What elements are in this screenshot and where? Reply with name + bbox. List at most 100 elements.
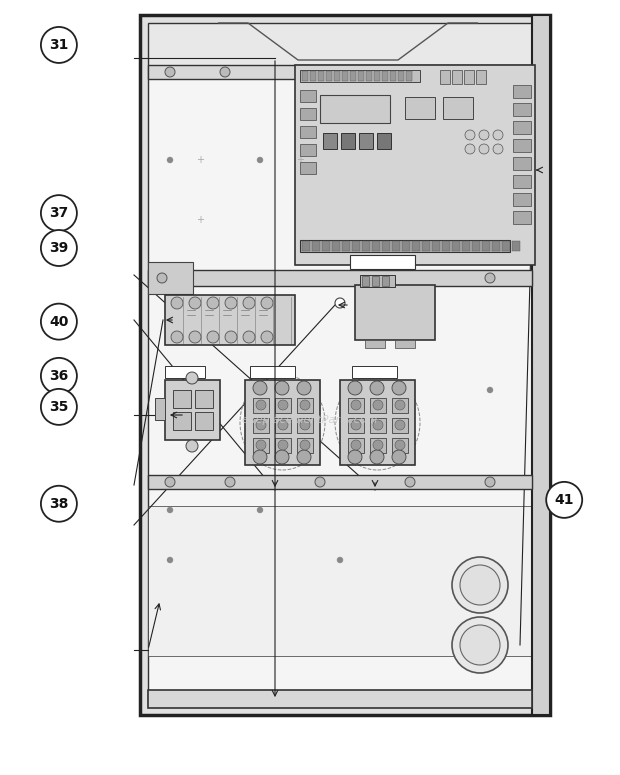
- Circle shape: [465, 130, 475, 140]
- Bar: [297, 418, 313, 433]
- Bar: [360, 275, 395, 287]
- Bar: [340, 380, 415, 465]
- Text: mb: mb: [349, 105, 361, 113]
- Bar: [302, 241, 310, 251]
- Circle shape: [41, 304, 77, 339]
- Circle shape: [225, 477, 235, 487]
- Circle shape: [373, 420, 383, 430]
- Circle shape: [348, 450, 362, 464]
- Bar: [492, 241, 500, 251]
- Circle shape: [395, 400, 405, 410]
- Bar: [513, 175, 531, 188]
- Circle shape: [385, 67, 395, 77]
- Bar: [326, 71, 332, 81]
- Bar: [173, 412, 191, 430]
- Circle shape: [510, 67, 520, 77]
- Circle shape: [189, 331, 201, 343]
- Bar: [300, 70, 420, 82]
- Circle shape: [257, 157, 263, 163]
- Bar: [300, 126, 316, 138]
- Bar: [322, 241, 330, 251]
- Bar: [275, 418, 291, 433]
- Circle shape: [167, 387, 173, 393]
- Circle shape: [257, 507, 263, 513]
- Bar: [148, 475, 532, 489]
- Circle shape: [167, 557, 173, 563]
- Circle shape: [337, 157, 343, 163]
- Bar: [452, 241, 460, 251]
- Bar: [390, 71, 396, 81]
- Bar: [341, 133, 355, 149]
- Bar: [443, 97, 473, 119]
- Circle shape: [493, 130, 503, 140]
- Circle shape: [479, 144, 489, 154]
- Circle shape: [186, 440, 198, 452]
- Circle shape: [297, 381, 311, 395]
- Circle shape: [300, 440, 310, 450]
- Bar: [297, 398, 313, 413]
- Circle shape: [351, 400, 361, 410]
- Bar: [148, 262, 193, 294]
- Bar: [462, 241, 470, 251]
- Circle shape: [256, 420, 266, 430]
- Bar: [412, 241, 420, 251]
- Bar: [295, 65, 535, 265]
- Bar: [253, 438, 269, 453]
- Circle shape: [395, 440, 405, 450]
- Text: 38: 38: [49, 497, 69, 511]
- Circle shape: [392, 450, 406, 464]
- Circle shape: [335, 298, 345, 308]
- Circle shape: [300, 67, 310, 77]
- Bar: [502, 241, 510, 251]
- Bar: [392, 241, 400, 251]
- Bar: [513, 121, 531, 134]
- Circle shape: [41, 27, 77, 63]
- Bar: [382, 71, 388, 81]
- Circle shape: [373, 440, 383, 450]
- Bar: [148, 506, 532, 656]
- Bar: [352, 241, 360, 251]
- Bar: [365, 340, 385, 348]
- Bar: [334, 71, 340, 81]
- Circle shape: [370, 450, 384, 464]
- Bar: [377, 133, 391, 149]
- Circle shape: [348, 381, 362, 395]
- Circle shape: [405, 477, 415, 487]
- Bar: [382, 276, 389, 286]
- Bar: [402, 241, 410, 251]
- Bar: [482, 241, 490, 251]
- Bar: [398, 71, 404, 81]
- Circle shape: [186, 372, 198, 384]
- Bar: [350, 71, 356, 81]
- Circle shape: [41, 486, 77, 522]
- Bar: [253, 418, 269, 433]
- Bar: [374, 71, 380, 81]
- Bar: [300, 108, 316, 120]
- Circle shape: [225, 297, 237, 309]
- Bar: [348, 398, 364, 413]
- Circle shape: [465, 144, 475, 154]
- Circle shape: [207, 297, 219, 309]
- Circle shape: [460, 625, 500, 665]
- Bar: [392, 438, 408, 453]
- Bar: [392, 418, 408, 433]
- Bar: [422, 241, 430, 251]
- Bar: [342, 71, 348, 81]
- Circle shape: [243, 331, 255, 343]
- Bar: [355, 285, 435, 340]
- Bar: [359, 133, 373, 149]
- Bar: [513, 157, 531, 170]
- Circle shape: [167, 507, 173, 513]
- Circle shape: [220, 67, 230, 77]
- Bar: [310, 71, 316, 81]
- Circle shape: [278, 440, 288, 450]
- Circle shape: [485, 273, 495, 283]
- Circle shape: [395, 420, 405, 430]
- Bar: [513, 211, 531, 224]
- Bar: [464, 70, 474, 84]
- Bar: [245, 380, 320, 465]
- Bar: [362, 241, 370, 251]
- Circle shape: [315, 477, 325, 487]
- Bar: [432, 241, 440, 251]
- Circle shape: [243, 297, 255, 309]
